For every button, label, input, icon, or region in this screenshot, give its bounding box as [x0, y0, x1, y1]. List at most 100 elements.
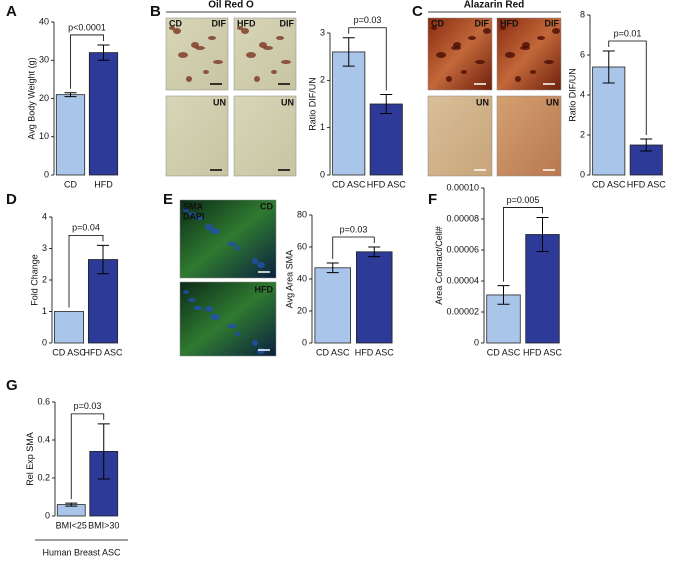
- x-tick-label: CD: [64, 179, 77, 189]
- error-bar: [97, 244, 109, 275]
- bar: [88, 52, 119, 176]
- image-label: HFD: [255, 284, 274, 294]
- cell: [263, 46, 273, 50]
- significance-bracket: [348, 27, 387, 91]
- significance-bracket: [70, 413, 105, 500]
- bar: [592, 66, 626, 176]
- y-tick-label: 3: [42, 243, 47, 253]
- cell: [173, 28, 181, 34]
- y-axis-label: Ratio DIF/UN: [567, 68, 577, 122]
- bar: [525, 234, 560, 344]
- cell: [237, 26, 243, 30]
- bar: [356, 251, 393, 344]
- cell: [505, 52, 515, 58]
- cell: [451, 46, 461, 50]
- y-tick-label: 0.00002: [446, 306, 479, 316]
- y-tick-label: 4: [580, 89, 585, 99]
- p-value: p=0.03: [354, 15, 382, 25]
- image-label: UN: [213, 97, 226, 107]
- image-label: SMA: [183, 201, 204, 211]
- y-tick-label: 0.00008: [446, 213, 479, 223]
- x-tick-label: HFD ASC: [83, 347, 123, 357]
- y-tick-label: 0: [42, 337, 47, 347]
- cell: [483, 28, 491, 34]
- bar: [369, 103, 403, 176]
- image-label: CD: [260, 201, 273, 211]
- x-tick-label: CD ASC: [52, 347, 86, 357]
- panel-letter: D: [6, 191, 17, 208]
- y-axis-label: Avg Body Weight (g): [26, 57, 36, 139]
- cell: [205, 224, 213, 230]
- cell: [208, 36, 216, 40]
- image-label: UN: [281, 97, 294, 107]
- p-value: p=0.04: [72, 223, 100, 233]
- x-tick-label: HFD: [94, 179, 113, 189]
- x-tick-label: CD ASC: [332, 179, 366, 189]
- image-title: Alazarin Red: [464, 0, 525, 11]
- cell: [193, 216, 203, 220]
- panel-letter: C: [412, 3, 423, 20]
- panel-letter: B: [150, 3, 161, 20]
- x-tick-label: HFD ASC: [627, 179, 667, 189]
- y-tick-label: 0.00004: [446, 275, 479, 285]
- y-tick-label: 0: [320, 169, 325, 179]
- x-tick-label: CD ASC: [592, 179, 626, 189]
- cell: [241, 28, 249, 34]
- y-axis-label: Ratio DIF/UN: [307, 77, 317, 131]
- y-tick-label: 3: [320, 27, 325, 37]
- image-label: DIF: [212, 18, 227, 28]
- cell: [257, 348, 265, 354]
- cell: [520, 46, 530, 50]
- error-bar: [536, 216, 549, 253]
- significance-bracket: [332, 236, 375, 259]
- cell: [210, 228, 220, 234]
- y-axis-label: Rel Exp SMA: [25, 432, 35, 486]
- error-bar: [326, 262, 339, 274]
- image-label: UN: [546, 97, 559, 107]
- image-label: DIF: [545, 18, 560, 28]
- image-label: CD: [431, 18, 444, 28]
- y-tick-label: 0: [580, 169, 585, 179]
- y-tick-label: 40: [297, 273, 307, 283]
- cell: [271, 70, 277, 74]
- y-axis-label: Area Contract/Cell#: [434, 226, 444, 305]
- error-bar: [97, 44, 110, 61]
- cell: [188, 212, 196, 216]
- error-bar: [497, 285, 510, 305]
- y-tick-label: 80: [297, 209, 307, 219]
- y-tick-label: 0: [302, 337, 307, 347]
- x-tick-label: HFD ASC: [367, 179, 407, 189]
- cell: [461, 70, 467, 74]
- y-axis-label: Fold Change: [29, 254, 39, 306]
- p-value: p=0.01: [614, 28, 642, 38]
- bar: [332, 51, 366, 176]
- y-axis-label: Avg Area SMA: [284, 250, 294, 308]
- p-value: p=0.03: [74, 401, 102, 411]
- cell: [446, 76, 452, 82]
- micrograph: [233, 95, 297, 177]
- cell: [235, 246, 241, 250]
- y-tick-label: 0: [44, 169, 49, 179]
- error-bar: [368, 246, 381, 258]
- panel-letter: A: [6, 3, 17, 20]
- y-tick-label: 0.6: [37, 396, 50, 406]
- cell: [188, 298, 196, 302]
- error-bar: [640, 138, 653, 152]
- x-tick-label: HFD ASC: [523, 347, 563, 357]
- cell: [183, 290, 189, 294]
- image-title: Oil Red O: [208, 0, 254, 11]
- error-bar: [342, 37, 355, 67]
- image-label: CD: [169, 18, 182, 28]
- x-tick-label: BMI>30: [88, 520, 119, 530]
- micrograph: [427, 95, 493, 177]
- y-tick-label: 40: [39, 16, 49, 26]
- image-label: UN: [476, 97, 489, 107]
- cell: [254, 76, 260, 82]
- cell: [530, 70, 536, 74]
- cell: [537, 36, 545, 40]
- bar: [55, 94, 86, 176]
- significance-bracket: [503, 207, 543, 282]
- p-value: p=0.03: [340, 224, 368, 234]
- error-bar: [602, 50, 615, 84]
